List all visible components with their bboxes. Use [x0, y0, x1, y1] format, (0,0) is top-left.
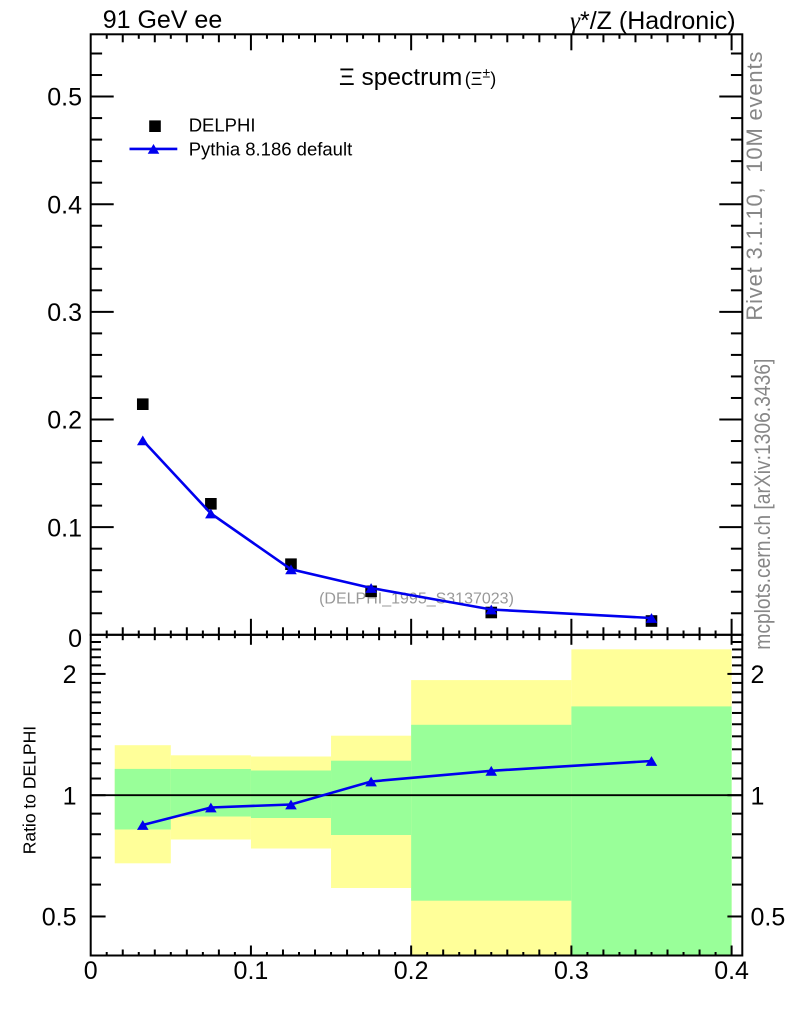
svg-text:Ratio to DELPHI: Ratio to DELPHI — [20, 726, 40, 854]
svg-text:0.3: 0.3 — [47, 299, 82, 327]
svg-text:Ξ spectrum(Ξ±): Ξ spectrum (Ξ±) — [339, 64, 496, 91]
svg-text:0.5: 0.5 — [47, 84, 82, 112]
svg-text:0.4: 0.4 — [47, 191, 82, 219]
svg-text:0.1: 0.1 — [234, 957, 269, 985]
svg-text:DELPHI: DELPHI — [189, 114, 256, 135]
svg-text:2: 2 — [751, 661, 765, 689]
svg-text:0.4: 0.4 — [714, 957, 749, 985]
svg-text:mcplots.cern.ch [arXiv:1306.34: mcplots.cern.ch [arXiv:1306.3436] — [750, 359, 775, 650]
svg-text:0: 0 — [68, 625, 82, 653]
svg-text:0: 0 — [84, 957, 98, 985]
svg-text:0.5: 0.5 — [751, 904, 786, 932]
svg-text:Rivet 3.1.10, 10M events: Rivet 3.1.10, 10M events — [742, 52, 767, 321]
svg-text:0.3: 0.3 — [554, 957, 589, 985]
svg-text:0.2: 0.2 — [394, 957, 429, 985]
svg-text:91 GeV ee: 91 GeV ee — [103, 6, 223, 34]
svg-text:0.1: 0.1 — [47, 514, 82, 542]
svg-text:1: 1 — [751, 782, 765, 810]
svg-text:1: 1 — [63, 782, 77, 810]
svg-text:0.5: 0.5 — [42, 904, 77, 932]
svg-text:Pythia 8.186 default: Pythia 8.186 default — [189, 138, 353, 159]
svg-text:γ*/Z (Hadronic): γ*/Z (Hadronic) — [570, 7, 735, 35]
svg-text:(DELPHI_1995_S3137023): (DELPHI_1995_S3137023) — [319, 591, 514, 608]
svg-text:2: 2 — [63, 661, 77, 689]
svg-text:0.2: 0.2 — [47, 407, 82, 435]
